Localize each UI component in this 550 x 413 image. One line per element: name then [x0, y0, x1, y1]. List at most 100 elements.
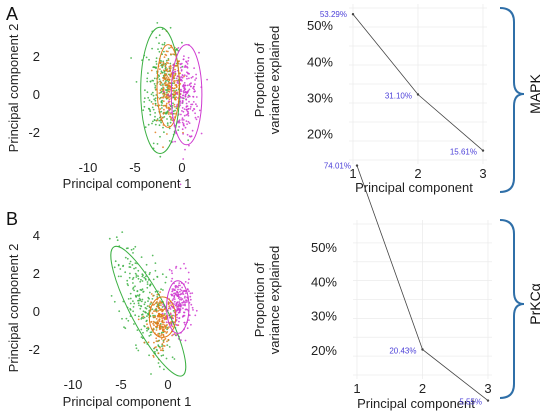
- scatter-point-magenta: [181, 76, 184, 79]
- scatter-point-magenta: [198, 51, 200, 54]
- data-point: [355, 164, 359, 167]
- scatter-b-ytick: 0: [33, 304, 40, 319]
- scatter-point-green: [127, 247, 129, 250]
- scatter-point-magenta: [179, 102, 182, 104]
- scatter-point-orange: [171, 89, 174, 92]
- scatter-point-green: [148, 58, 150, 61]
- x-tick-label: 1: [349, 166, 356, 181]
- scatter-point-magenta: [182, 124, 185, 126]
- scatter-point-orange: [162, 146, 164, 149]
- scatter-point-orange: [166, 133, 168, 135]
- scatter-point-green: [137, 349, 140, 352]
- scatter-point-magenta: [177, 288, 179, 291]
- scatter-point-magenta: [187, 96, 189, 98]
- scatter-point-orange: [156, 119, 159, 122]
- scatter-point-orange: [158, 97, 161, 100]
- scatter-point-magenta: [186, 63, 189, 65]
- scatter-point-magenta: [184, 295, 186, 298]
- scatter-point-orange: [164, 96, 167, 99]
- scatter-point-green: [147, 96, 150, 99]
- scatter-point-green: [132, 310, 135, 313]
- scatter-point-magenta: [189, 83, 191, 85]
- scatter-point-green: [127, 284, 129, 287]
- scatter-point-magenta: [192, 101, 195, 103]
- scatter-point-green: [140, 305, 142, 307]
- scatter-point-orange: [155, 307, 158, 310]
- scatter-point-green: [160, 110, 163, 113]
- scatter-point-magenta: [179, 290, 181, 293]
- scatter-point-orange: [161, 320, 163, 323]
- scatter-point-magenta: [182, 110, 185, 113]
- scatter-point-magenta: [181, 100, 184, 103]
- scatter-a-yticks: 2 0 -2: [28, 49, 40, 140]
- scatter-point-orange: [165, 63, 168, 66]
- scatter-point-orange: [174, 73, 177, 75]
- data-point: [421, 348, 424, 351]
- scatter-point-orange: [162, 79, 165, 82]
- data-label: 31.10%: [385, 92, 412, 101]
- brace-prkc-label: PrKCα: [527, 283, 543, 325]
- scatter-point-magenta: [173, 303, 175, 305]
- scatter-point-orange: [152, 295, 155, 297]
- scatter-point-green: [149, 109, 151, 111]
- scatter-a-ylabel: Principal component 2: [6, 24, 21, 153]
- scatter-point-green: [145, 327, 148, 330]
- scatter-point-orange: [160, 349, 162, 352]
- scatter-point-magenta: [186, 123, 189, 125]
- scatter-point-orange: [167, 301, 170, 304]
- scatter-point-magenta: [191, 103, 194, 106]
- scatter-point-orange: [165, 104, 168, 106]
- scatter-point-green: [154, 350, 156, 353]
- scatter-point-magenta: [180, 90, 183, 93]
- scatter-point-orange: [170, 46, 172, 49]
- scatter-point-green: [140, 318, 143, 320]
- scatter-point-orange: [163, 324, 166, 327]
- scatter-point-magenta: [181, 107, 184, 109]
- scatter-point-magenta: [181, 97, 184, 99]
- scatter-point-magenta: [181, 121, 184, 124]
- scatter-point-green: [175, 48, 178, 51]
- scatter-point-magenta: [181, 74, 184, 77]
- scatter-point-magenta: [185, 102, 188, 105]
- scatter-point-orange: [159, 291, 162, 293]
- scatter-point-magenta: [178, 304, 181, 307]
- scatter-point-magenta: [187, 111, 189, 113]
- y-tick-label: 30%: [307, 90, 333, 105]
- scatter-point-green: [161, 107, 163, 109]
- scatter-point-orange: [157, 305, 160, 308]
- scatter-point-orange: [159, 80, 161, 83]
- scatter-point-magenta: [171, 288, 174, 290]
- scatter-point-green: [140, 256, 143, 258]
- scatter-point-magenta: [188, 100, 190, 103]
- scatter-point-green: [121, 231, 124, 234]
- scatter-point-green: [132, 306, 135, 308]
- scatter-point-orange: [161, 317, 164, 320]
- scatter-point-green: [120, 275, 122, 278]
- scatter-point-orange: [159, 83, 162, 85]
- scatter-point-orange: [168, 81, 171, 84]
- scatter-point-magenta: [184, 308, 187, 311]
- scatter-point-magenta: [180, 297, 182, 299]
- scatter-point-orange: [163, 95, 166, 97]
- scatter-point-orange: [162, 61, 165, 64]
- scatter-point-magenta: [183, 74, 186, 77]
- scatter-point-green: [127, 298, 130, 300]
- scatter-point-green: [118, 310, 121, 313]
- scatter-point-green: [125, 317, 128, 320]
- scatter-point-orange: [168, 98, 171, 101]
- scatter-point-magenta: [184, 339, 187, 342]
- brace-prkc-shape: [499, 219, 525, 399]
- scatter-point-magenta: [183, 66, 186, 68]
- scatter-point-magenta: [206, 78, 209, 81]
- scatter-point-magenta: [172, 333, 175, 336]
- scatter-point-green: [146, 286, 149, 289]
- scatter-point-orange: [165, 317, 168, 319]
- scatter-point-green: [157, 48, 159, 50]
- scatter-point-magenta: [176, 291, 179, 294]
- scatter-point-green: [147, 72, 149, 74]
- scatter-point-magenta: [184, 126, 187, 129]
- scatter-point-orange: [165, 102, 168, 105]
- scatter-point-green: [143, 101, 146, 103]
- scatter-point-orange: [162, 341, 165, 344]
- scatter-point-magenta: [184, 304, 187, 307]
